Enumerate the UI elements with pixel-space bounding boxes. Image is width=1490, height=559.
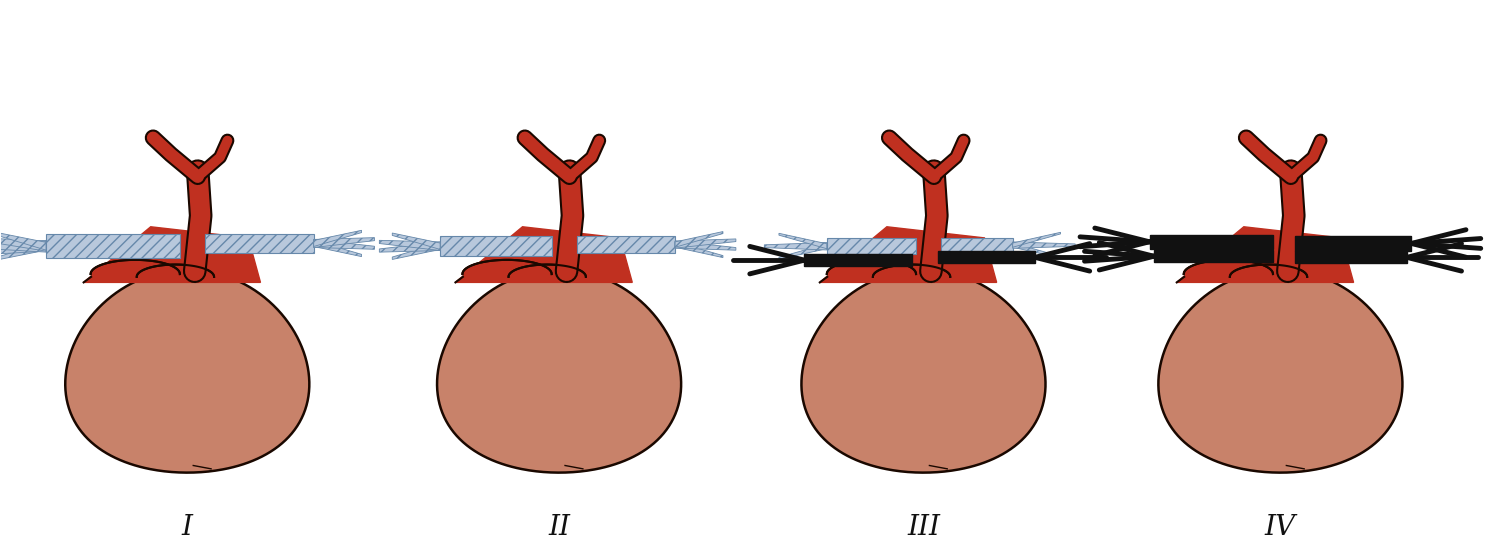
Polygon shape	[137, 264, 215, 277]
Polygon shape	[805, 254, 912, 266]
Polygon shape	[1149, 235, 1272, 249]
Polygon shape	[0, 242, 46, 260]
Polygon shape	[0, 238, 46, 251]
Polygon shape	[675, 242, 723, 258]
Polygon shape	[675, 231, 723, 247]
Polygon shape	[942, 239, 1013, 252]
Polygon shape	[0, 240, 46, 252]
Polygon shape	[779, 233, 827, 249]
Polygon shape	[91, 260, 180, 274]
Polygon shape	[456, 227, 632, 282]
Polygon shape	[83, 227, 261, 282]
Polygon shape	[675, 241, 736, 250]
Polygon shape	[314, 238, 374, 248]
Polygon shape	[462, 260, 551, 274]
Polygon shape	[939, 251, 1036, 263]
Polygon shape	[314, 230, 362, 247]
Polygon shape	[1229, 264, 1307, 277]
Polygon shape	[508, 264, 586, 277]
Polygon shape	[1013, 242, 1076, 248]
Polygon shape	[820, 227, 997, 282]
Polygon shape	[779, 244, 827, 259]
Polygon shape	[1013, 233, 1061, 247]
Polygon shape	[827, 239, 916, 254]
Polygon shape	[437, 269, 681, 472]
Polygon shape	[1295, 251, 1407, 263]
Polygon shape	[1295, 236, 1411, 250]
Text: IV: IV	[1265, 514, 1296, 541]
Polygon shape	[827, 260, 916, 274]
Polygon shape	[0, 241, 46, 254]
Polygon shape	[577, 236, 675, 253]
Polygon shape	[1158, 269, 1402, 472]
Polygon shape	[1177, 227, 1353, 282]
Text: I: I	[182, 514, 192, 541]
Polygon shape	[873, 264, 951, 277]
Polygon shape	[764, 243, 827, 250]
Polygon shape	[66, 269, 310, 472]
Polygon shape	[380, 240, 440, 250]
Polygon shape	[392, 243, 440, 259]
Polygon shape	[440, 236, 551, 256]
Polygon shape	[0, 233, 46, 250]
Polygon shape	[380, 242, 440, 252]
Polygon shape	[206, 234, 314, 253]
Polygon shape	[314, 239, 374, 249]
Polygon shape	[1183, 260, 1272, 274]
Text: II: II	[548, 514, 571, 541]
Polygon shape	[46, 234, 180, 258]
Polygon shape	[1153, 250, 1272, 262]
Polygon shape	[675, 239, 736, 248]
Text: III: III	[907, 514, 940, 541]
Polygon shape	[314, 240, 362, 257]
Polygon shape	[802, 269, 1046, 472]
Polygon shape	[392, 233, 440, 249]
Polygon shape	[1013, 243, 1061, 258]
